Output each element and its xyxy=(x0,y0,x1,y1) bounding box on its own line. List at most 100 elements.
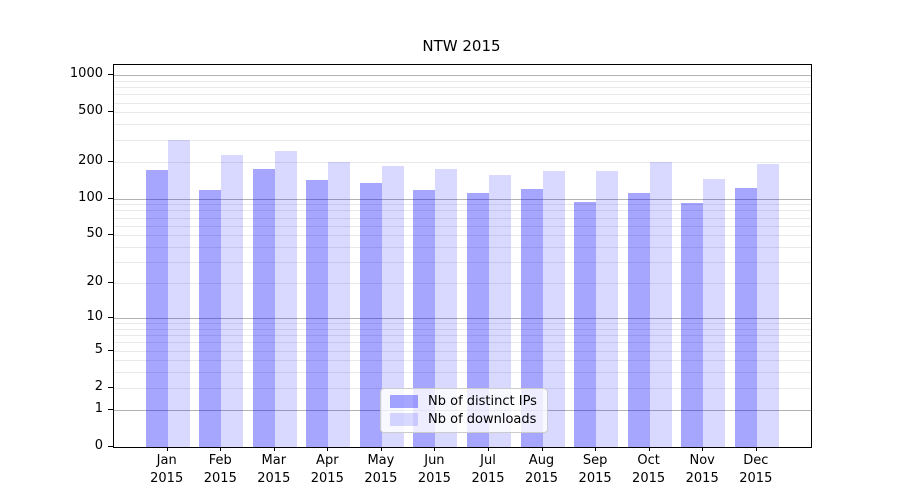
bar-distinct-ips-dec xyxy=(734,188,757,447)
bar-downloads-oct xyxy=(649,161,672,447)
legend-swatch-distinct-ips-icon xyxy=(390,395,418,408)
y-tick-label: 500 xyxy=(78,103,103,119)
minor-gridline xyxy=(114,350,811,352)
bar-downloads-aug xyxy=(542,171,565,447)
legend: Nb of distinct IPs Nb of downloads xyxy=(380,388,548,433)
y-tick-label: 200 xyxy=(78,152,103,168)
minor-gridline xyxy=(114,323,811,324)
bar-downloads-jun xyxy=(435,169,458,447)
minor-gridline xyxy=(114,210,811,212)
y-tick-label: 2 xyxy=(94,378,103,394)
y-tick-label: 50 xyxy=(86,226,103,242)
bar-downloads-jan xyxy=(167,139,190,447)
x-tick-label-mar: Mar 2015 xyxy=(257,453,291,486)
x-tick-mark xyxy=(434,447,436,451)
bar-distinct-ips-feb xyxy=(199,190,222,447)
minor-gridline xyxy=(114,328,811,330)
minor-gridline xyxy=(114,112,811,114)
bar-distinct-ips-jul xyxy=(467,193,489,447)
y-tick-mark xyxy=(108,74,113,75)
minor-gridline xyxy=(114,102,811,104)
minor-gridline xyxy=(114,247,811,249)
bar-downloads-apr xyxy=(328,161,351,447)
bar-downloads-jul xyxy=(489,175,511,447)
x-tick-label-may: May 2015 xyxy=(364,453,398,486)
x-tick-mark xyxy=(166,447,168,451)
y-tick-mark xyxy=(108,349,113,351)
y-tick-label: 1 xyxy=(94,400,103,416)
bar-distinct-ips-jun xyxy=(413,190,436,447)
x-tick-label-jun: Jun 2015 xyxy=(417,453,451,486)
minor-gridline xyxy=(114,139,811,141)
x-tick-label-nov: Nov 2015 xyxy=(685,453,719,486)
minor-gridline xyxy=(114,87,811,88)
minor-gridline xyxy=(114,94,811,96)
x-tick-label-jan: Jan 2015 xyxy=(150,453,184,486)
minor-gridline xyxy=(114,161,811,163)
minor-gridline xyxy=(114,124,811,126)
x-tick-mark xyxy=(648,447,650,451)
bar-distinct-ips-mar xyxy=(252,169,275,447)
minor-gridline xyxy=(114,342,811,344)
minor-gridline xyxy=(114,225,811,227)
minor-gridline xyxy=(114,360,811,362)
y-tick-mark xyxy=(108,408,113,410)
x-tick-mark xyxy=(755,447,757,451)
y-tick-label: 100 xyxy=(78,189,103,205)
y-tick-label: 0 xyxy=(94,438,103,453)
minor-gridline xyxy=(114,204,811,206)
major-gridline xyxy=(114,317,811,319)
x-tick-label-sep: Sep 2015 xyxy=(578,453,612,486)
minor-gridline xyxy=(114,262,811,264)
bar-downloads-mar xyxy=(274,151,297,447)
x-tick-label-feb: Feb 2015 xyxy=(203,453,237,486)
legend-row-downloads: Nb of downloads xyxy=(390,412,537,427)
x-tick-mark xyxy=(327,447,329,451)
minor-gridline xyxy=(114,80,811,82)
y-tick-label: 10 xyxy=(86,308,103,324)
x-tick-label-jul: Jul 2015 xyxy=(471,453,505,486)
minor-gridline xyxy=(114,217,811,219)
bar-distinct-ips-apr xyxy=(306,180,329,447)
major-gridline xyxy=(114,75,811,76)
x-tick-label-aug: Aug 2015 xyxy=(524,453,559,486)
minor-gridline xyxy=(114,372,811,374)
bar-downloads-may xyxy=(381,165,404,447)
y-tick-label: 1000 xyxy=(69,66,103,81)
legend-label-distinct-ips: Nb of distinct IPs xyxy=(428,394,537,409)
x-tick-mark xyxy=(702,447,704,451)
bar-distinct-ips-aug xyxy=(520,189,543,447)
bar-downloads-nov xyxy=(703,179,726,447)
y-tick-mark xyxy=(108,316,113,318)
y-tick-mark xyxy=(108,160,113,162)
bar-downloads-sep xyxy=(596,170,619,447)
minor-gridline xyxy=(114,283,811,285)
minor-gridline xyxy=(114,335,811,336)
bar-distinct-ips-nov xyxy=(681,203,704,447)
x-tick-label-oct: Oct 2015 xyxy=(632,453,666,486)
chart-title: NTW 2015 xyxy=(422,37,501,55)
x-tick-mark xyxy=(273,447,275,451)
legend-swatch-downloads-icon xyxy=(390,413,418,426)
minor-gridline xyxy=(114,235,811,237)
bar-distinct-ips-sep xyxy=(574,201,597,447)
y-tick-mark xyxy=(108,234,113,236)
x-tick-label-dec: Dec 2015 xyxy=(739,453,773,486)
y-tick-mark xyxy=(108,197,113,199)
x-tick-label-apr: Apr 2015 xyxy=(310,453,344,486)
y-tick-mark xyxy=(108,111,113,113)
x-tick-mark xyxy=(220,447,222,451)
y-tick-label: 5 xyxy=(94,341,103,357)
y-tick-mark xyxy=(108,386,113,388)
legend-label-downloads: Nb of downloads xyxy=(428,412,537,427)
x-tick-mark xyxy=(541,447,543,451)
legend-row-distinct-ips: Nb of distinct IPs xyxy=(390,394,537,409)
bar-distinct-ips-jan xyxy=(145,170,168,447)
y-tick-mark xyxy=(108,282,113,284)
x-tick-mark xyxy=(595,447,597,451)
bar-downloads-dec xyxy=(756,163,779,447)
bar-distinct-ips-may xyxy=(359,182,382,447)
x-tick-mark xyxy=(488,447,489,451)
bar-downloads-feb xyxy=(221,155,244,447)
